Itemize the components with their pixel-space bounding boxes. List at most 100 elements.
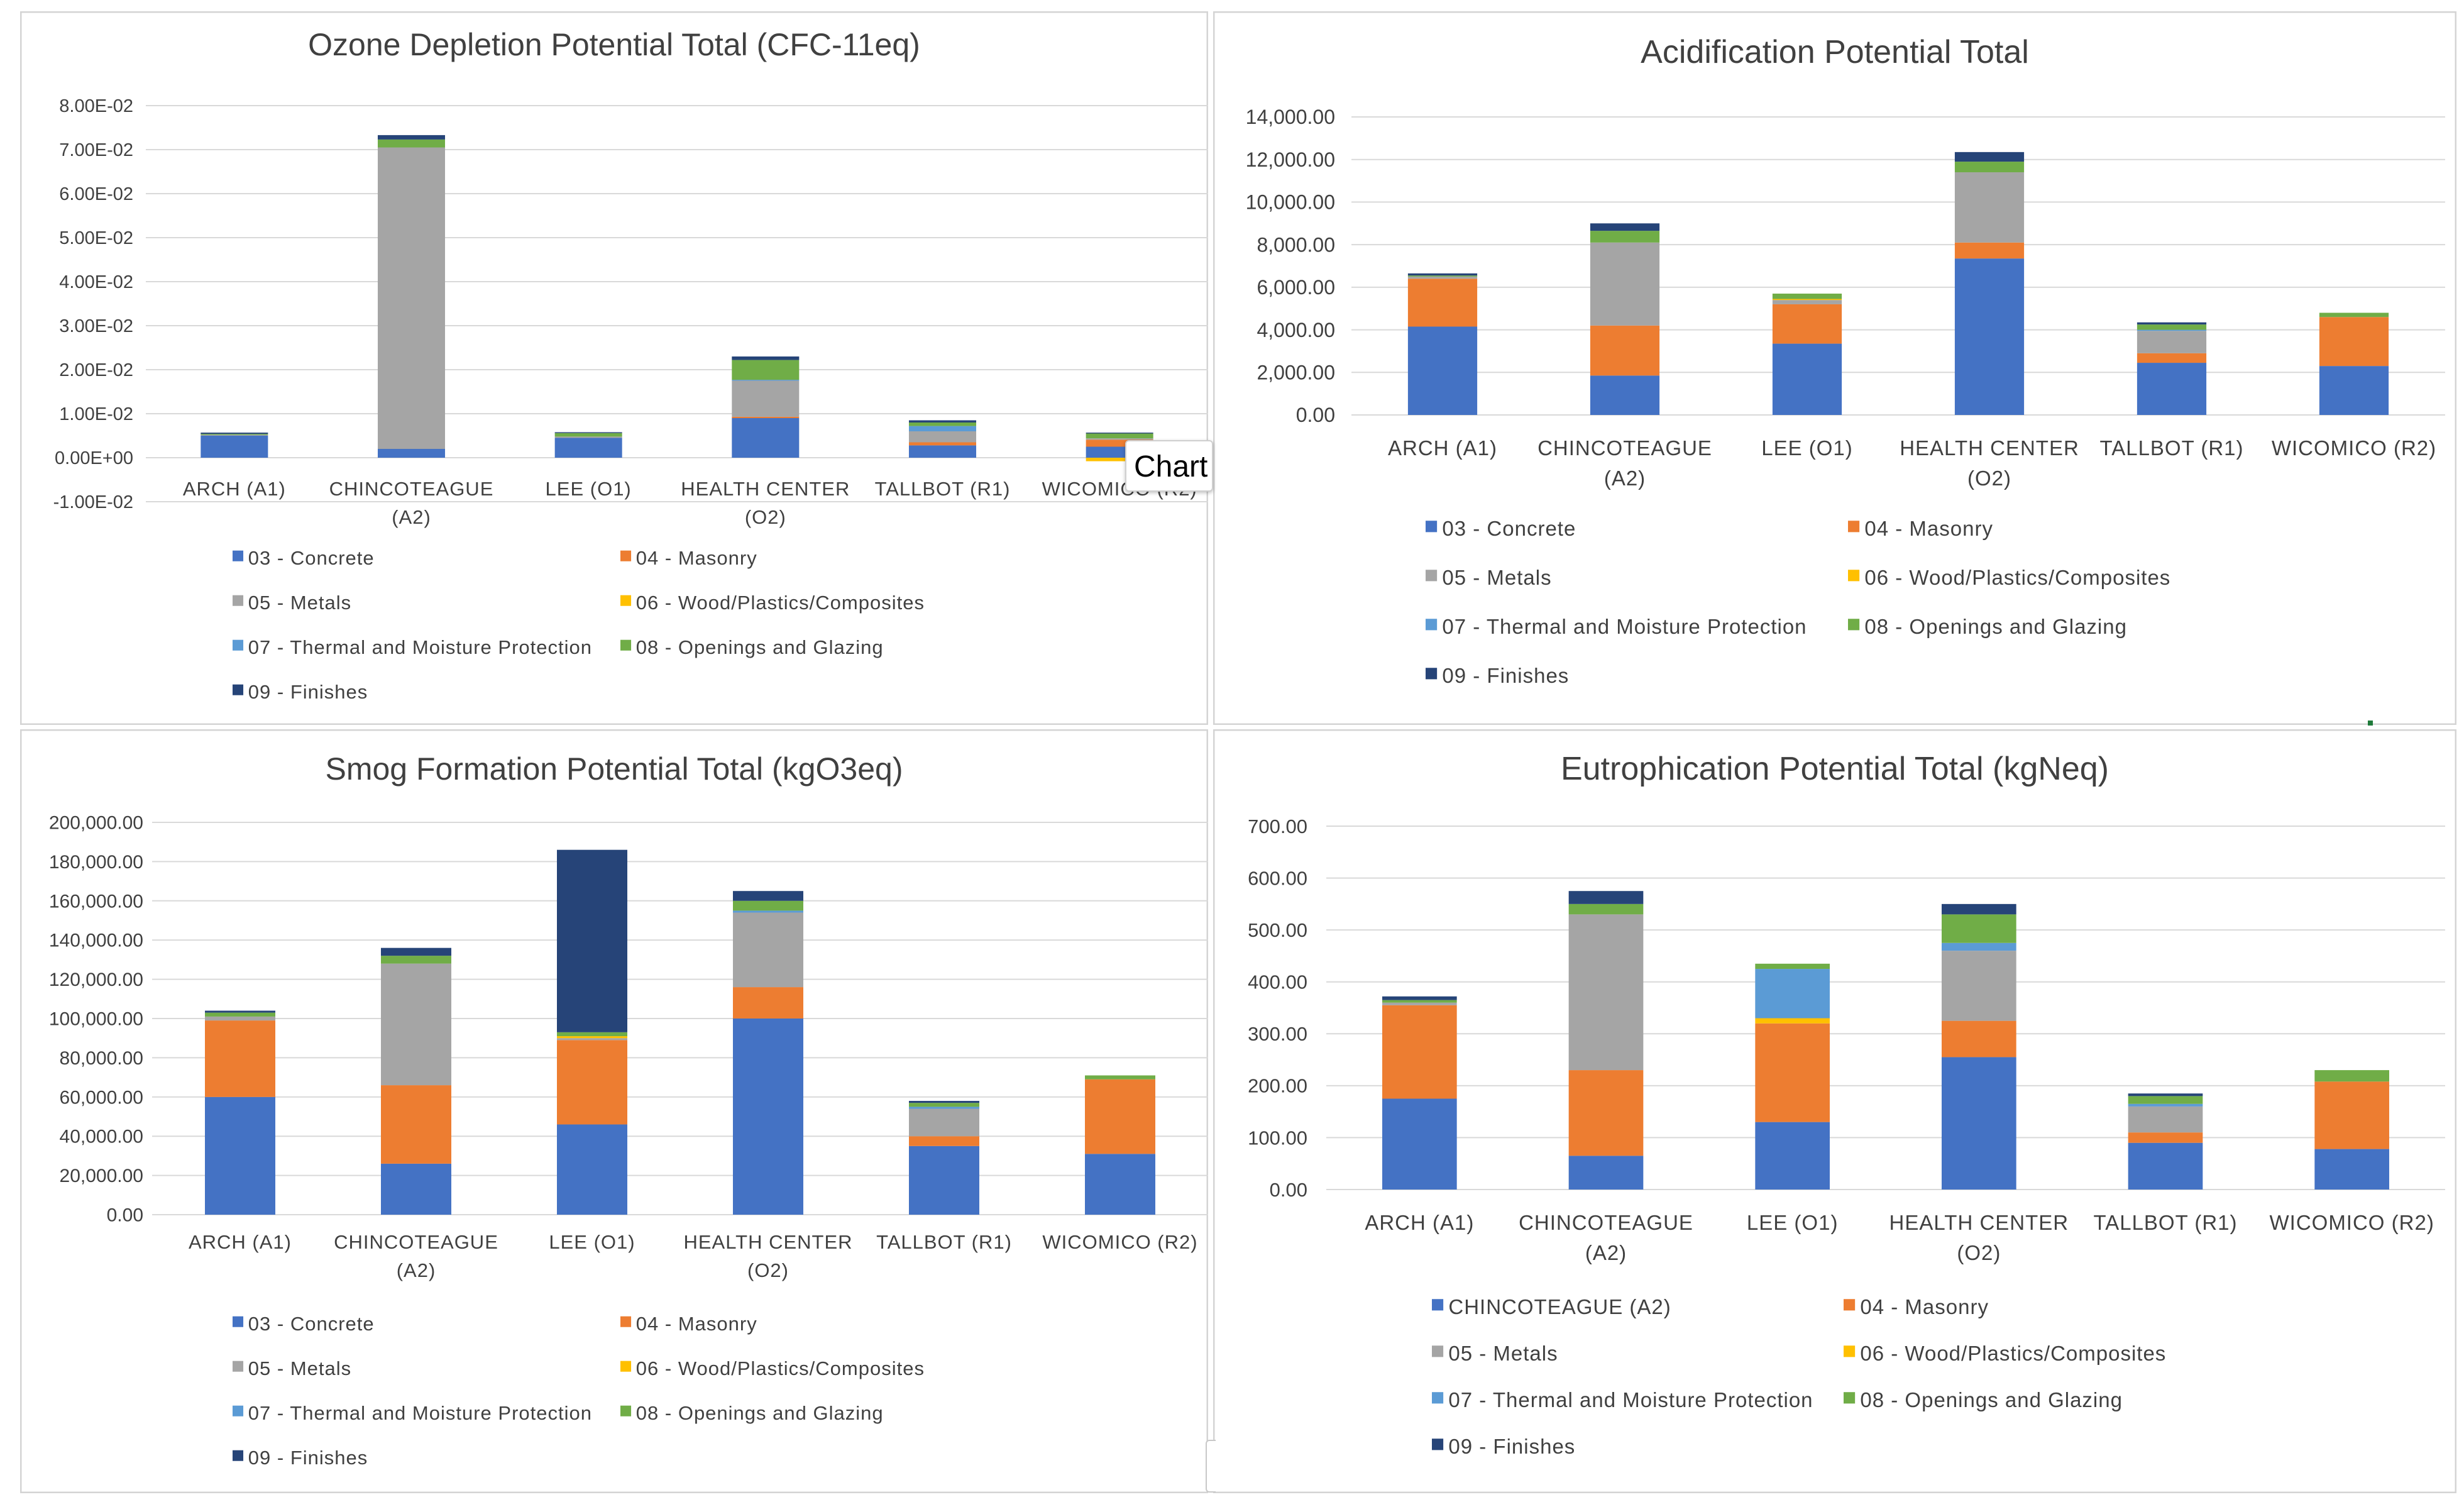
bar-segment[interactable] [732, 416, 800, 418]
bar-segment[interactable] [1382, 1002, 1457, 1005]
bar-segment[interactable] [908, 426, 977, 431]
bar-segment[interactable] [557, 849, 627, 1032]
bar-segment[interactable] [1942, 1020, 2016, 1057]
bar-segment[interactable] [557, 1038, 627, 1041]
bar-segment[interactable] [1954, 152, 2025, 162]
bar-segment[interactable] [2137, 322, 2207, 325]
bar-segment[interactable] [908, 422, 977, 426]
bar-segment[interactable] [1407, 273, 1478, 276]
bar-segment[interactable] [381, 1163, 451, 1215]
bar-segment[interactable] [1942, 1057, 2016, 1190]
bar-segment[interactable] [1772, 300, 1842, 304]
bar-segment[interactable] [1954, 162, 2025, 173]
bar-segment[interactable] [381, 1085, 451, 1164]
bar-segment[interactable] [908, 442, 977, 446]
bar-segment[interactable] [908, 431, 977, 443]
bar-segment[interactable] [2319, 366, 2389, 415]
bar-segment[interactable] [2128, 1103, 2203, 1107]
bar-segment[interactable] [1590, 231, 1660, 243]
bar-segment[interactable] [733, 987, 803, 1019]
chart-panel-ozone[interactable]: Ozone Depletion Potential Total (CFC-11e… [20, 11, 1208, 725]
bar-segment[interactable] [1942, 914, 2016, 943]
bar-segment[interactable] [205, 1016, 275, 1021]
bar-segment[interactable] [909, 1107, 979, 1109]
bar-segment[interactable] [201, 436, 268, 458]
bar-segment[interactable] [205, 1096, 275, 1215]
bar-segment[interactable] [557, 1032, 627, 1037]
bar-segment[interactable] [732, 380, 800, 417]
bar-segment[interactable] [908, 420, 977, 423]
bar-segment[interactable] [1590, 223, 1660, 231]
bar-segment[interactable] [2314, 1070, 2389, 1082]
bar-segment[interactable] [909, 1108, 979, 1137]
chart-panel-eutrophication[interactable]: Eutrophication Potential Total (kgNeq) 0.… [1213, 729, 2456, 1493]
bar-segment[interactable] [381, 947, 451, 956]
bar-segment[interactable] [554, 432, 622, 433]
bar-segment[interactable] [1086, 439, 1153, 447]
bar-segment[interactable] [205, 1012, 275, 1017]
bar-segment[interactable] [2137, 329, 2207, 331]
bar-segment[interactable] [1942, 942, 2016, 951]
bar-segment[interactable] [1755, 1023, 1830, 1122]
bar-segment[interactable] [2128, 1132, 2203, 1143]
bar-segment[interactable] [2137, 363, 2207, 415]
bar-segment[interactable] [1086, 438, 1153, 440]
bar-segment[interactable] [2128, 1093, 2203, 1096]
bar-segment[interactable] [1382, 1098, 1457, 1190]
bar-segment[interactable] [1942, 951, 2016, 1021]
bar-segment[interactable] [1755, 1018, 1830, 1024]
bar-segment[interactable] [1085, 1154, 1155, 1215]
bar-segment[interactable] [1772, 304, 1842, 344]
bar-segment[interactable] [1590, 325, 1660, 376]
bar-segment[interactable] [2128, 1142, 2203, 1190]
bar-segment[interactable] [1954, 258, 2025, 415]
bar-segment[interactable] [557, 1124, 627, 1215]
bar-segment[interactable] [1568, 914, 1644, 1071]
bar-segment[interactable] [554, 438, 622, 458]
bar-segment[interactable] [557, 1036, 627, 1039]
bar-segment[interactable] [1407, 275, 1478, 277]
bar-segment[interactable] [2314, 1081, 2389, 1149]
bar-segment[interactable] [381, 963, 451, 1086]
bar-segment[interactable] [205, 1020, 275, 1097]
bar-segment[interactable] [1942, 903, 2016, 915]
bar-segment[interactable] [377, 139, 446, 148]
bar-segment[interactable] [732, 418, 800, 458]
bar-segment[interactable] [732, 360, 800, 380]
bar-segment[interactable] [205, 1010, 275, 1013]
chart-panel-acidification[interactable]: Acidification Potential Total 0.00 2,000.0… [1213, 11, 2456, 725]
bar-segment[interactable] [201, 433, 268, 434]
bar-segment[interactable] [2319, 312, 2389, 318]
bar-segment[interactable] [2137, 324, 2207, 330]
bar-segment[interactable] [1382, 1000, 1457, 1003]
bar-segment[interactable] [377, 449, 446, 458]
bar-segment[interactable] [732, 356, 800, 360]
bar-segment[interactable] [2128, 1106, 2203, 1133]
bar-segment[interactable] [733, 891, 803, 901]
bar-segment[interactable] [1954, 172, 2025, 243]
bar-segment[interactable] [554, 433, 622, 437]
bar-segment[interactable] [1382, 1005, 1457, 1099]
bar-segment[interactable] [909, 1136, 979, 1146]
bar-segment[interactable] [1568, 903, 1644, 915]
bar-segment[interactable] [733, 900, 803, 911]
bar-segment[interactable] [733, 1019, 803, 1215]
bar-segment[interactable] [909, 1103, 979, 1107]
bar-segment[interactable] [1755, 1122, 1830, 1190]
bar-segment[interactable] [554, 436, 622, 438]
bar-segment[interactable] [909, 1101, 979, 1103]
bar-segment[interactable] [2137, 353, 2207, 363]
bar-segment[interactable] [733, 910, 803, 913]
bar-segment[interactable] [1568, 891, 1644, 904]
bar-segment[interactable] [2128, 1096, 2203, 1104]
bar-segment[interactable] [377, 135, 446, 140]
bar-segment[interactable] [908, 445, 977, 458]
bar-segment[interactable] [1085, 1075, 1155, 1080]
bar-segment[interactable] [1590, 242, 1660, 326]
bar-segment[interactable] [1407, 326, 1478, 415]
bar-segment[interactable] [1086, 458, 1153, 461]
bar-segment[interactable] [1755, 969, 1830, 1019]
bar-segment[interactable] [2319, 317, 2389, 367]
bar-segment[interactable] [1772, 343, 1842, 415]
bar-segment[interactable] [1407, 276, 1478, 279]
